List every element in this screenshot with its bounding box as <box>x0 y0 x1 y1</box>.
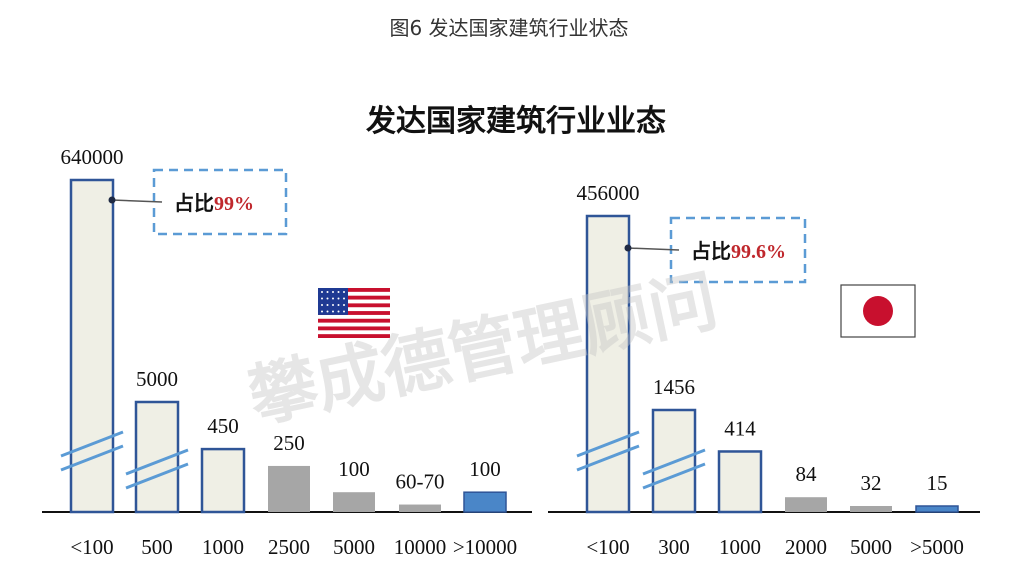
us-flag-star <box>321 304 323 306</box>
callout-leader <box>627 247 680 251</box>
data-label: 640000 <box>61 145 124 169</box>
us-flag-star <box>326 291 329 293</box>
data-label: 60-70 <box>396 470 445 494</box>
us-flag-star <box>321 310 323 313</box>
us-flag-star <box>332 297 334 300</box>
callout-percentage: 99% <box>214 193 254 215</box>
callout-percentage: 99.6% <box>731 241 786 263</box>
axis-break-mark <box>642 448 706 476</box>
x-tick-label: 300 <box>658 535 690 559</box>
x-tick-label: <100 <box>586 535 629 559</box>
callout-label: 占比99.6% <box>691 239 786 263</box>
data-label: 15 <box>927 471 948 495</box>
us-flag-stripe <box>318 288 390 292</box>
bar-5000 <box>850 506 892 512</box>
data-label: 450 <box>207 414 239 438</box>
callout-prefix: 占比 <box>691 239 731 263</box>
bar-5000 <box>333 492 375 512</box>
x-tick-label: 1000 <box>719 535 761 559</box>
axis-break-mark <box>60 444 124 472</box>
callout-label: 占比99% <box>174 191 254 215</box>
us-flag-stripe <box>318 303 390 308</box>
axis-break-mark <box>125 462 189 490</box>
x-tick-label: 2000 <box>785 535 827 559</box>
data-label: 456000 <box>577 181 640 205</box>
data-label: 100 <box>338 457 370 481</box>
us-flag-stripe <box>318 318 390 323</box>
us-flag-star <box>326 297 329 300</box>
us-flag-star <box>321 291 323 293</box>
callout-prefix: 占比 <box>174 191 214 215</box>
us-flag-stripe <box>318 295 390 300</box>
us-flag-star <box>337 310 340 313</box>
bar->10000 <box>463 491 507 513</box>
us-flag-star <box>332 304 334 306</box>
callout-leader <box>111 199 163 203</box>
axis-break-mark <box>576 444 640 472</box>
chart-title: 发达国家建筑行业业态 <box>365 104 666 139</box>
data-label: 5000 <box>136 367 178 391</box>
us-flag-stripe <box>318 334 390 338</box>
x-tick-label: 5000 <box>333 535 375 559</box>
chart-panel-us: 640000 <100 5000 500 450 1000 250 2500 100 5000 60… <box>42 145 532 559</box>
data-label: 84 <box>796 462 818 486</box>
us-flag-star <box>321 297 323 300</box>
us-flag-star <box>343 310 345 313</box>
bar-2000 <box>785 497 827 512</box>
data-label: 100 <box>469 457 501 481</box>
us-flag-star <box>332 291 334 293</box>
x-tick-label: 5000 <box>850 535 892 559</box>
us-flag-icon <box>318 288 390 338</box>
bar-10000 <box>399 504 441 512</box>
data-label: 32 <box>861 471 882 495</box>
us-flag-stripe <box>318 326 390 331</box>
japan-flag-disc <box>863 296 893 326</box>
us-flag-star <box>343 297 345 300</box>
us-flag-star <box>337 291 340 293</box>
x-tick-label: >5000 <box>910 535 964 559</box>
axis-break-mark <box>576 430 640 458</box>
us-flag-star <box>343 291 345 293</box>
us-flag-star <box>326 310 329 313</box>
us-flag-star <box>326 304 329 306</box>
x-tick-label: >10000 <box>453 535 517 559</box>
callout-box <box>152 168 288 236</box>
axis-break-mark <box>642 462 706 490</box>
bar-1000 <box>200 447 246 514</box>
data-label: 414 <box>724 416 756 440</box>
axis-break-mark <box>125 448 189 476</box>
japan-flag-icon <box>840 284 916 338</box>
chart-panel-japan: 456000 <100 1456 300 414 1000 84 2000 32 5000 15 >5… <box>548 181 980 559</box>
bar->5000 <box>915 505 959 513</box>
bar-2500 <box>268 465 310 512</box>
data-label: 250 <box>273 431 305 455</box>
data-label: 1456 <box>653 375 695 399</box>
x-tick-label: 10000 <box>394 535 447 559</box>
x-tick-label: 2500 <box>268 535 310 559</box>
us-flag-stripe <box>318 311 390 315</box>
figure-caption: 图6 发达国家建筑行业状态 <box>389 16 629 40</box>
x-tick-label: 500 <box>141 535 173 559</box>
bar-1000 <box>717 450 763 514</box>
us-flag-star <box>337 304 340 306</box>
x-tick-label: <100 <box>70 535 113 559</box>
us-flag-star <box>343 304 345 306</box>
callout-dot <box>624 244 632 252</box>
x-tick-label: 1000 <box>202 535 244 559</box>
us-flag-star <box>337 297 340 300</box>
axis-break-mark <box>60 430 124 458</box>
us-flag-star <box>332 310 334 313</box>
callout-dot <box>108 196 116 204</box>
